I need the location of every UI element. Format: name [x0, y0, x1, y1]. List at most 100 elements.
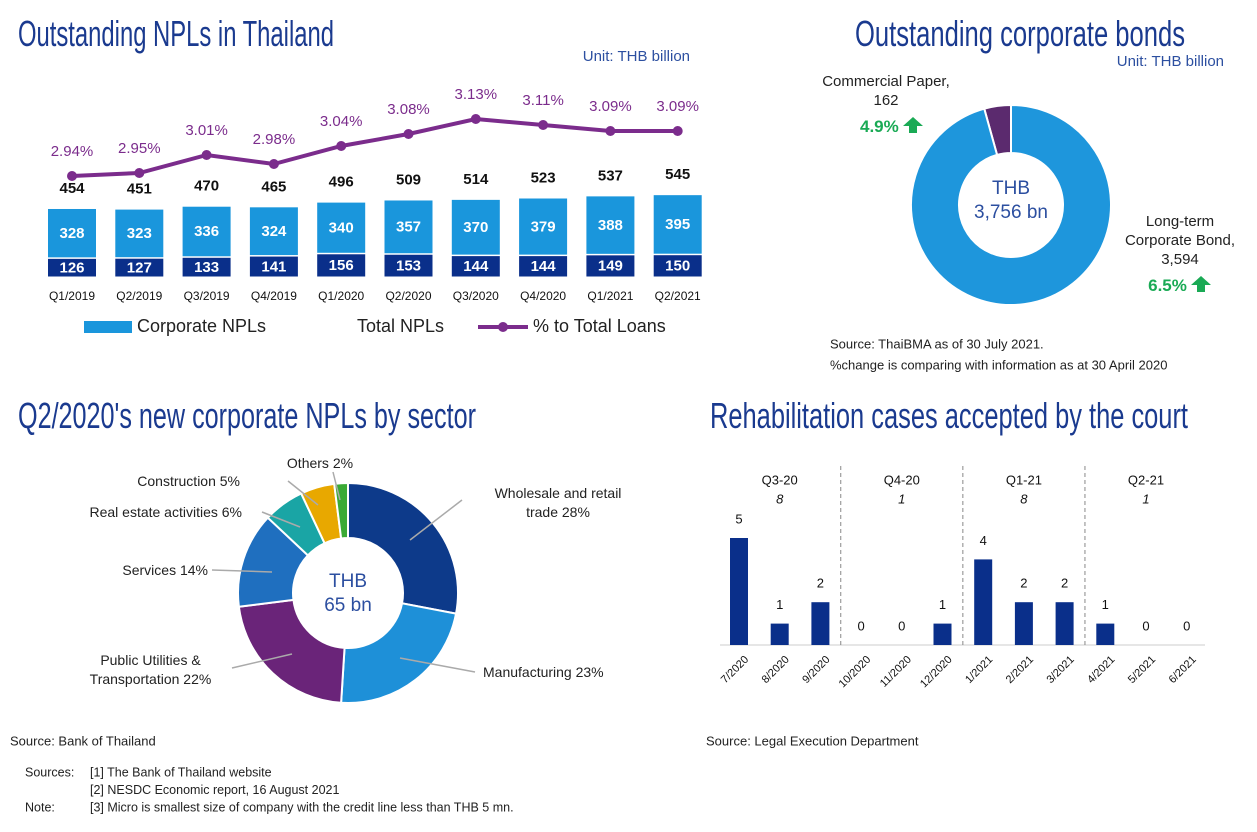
leader-line: [409, 499, 463, 541]
legend-marker: [498, 322, 508, 332]
line-label: 3.04%: [320, 113, 363, 130]
bar-label: 395: [665, 216, 690, 233]
total-label: 514: [463, 171, 489, 188]
slice-category: Public Utilities & Transportation: [89, 652, 201, 687]
slice-label: Long-term Corporate Bond, 3,594 6.5%: [1110, 212, 1250, 295]
x-tick-label: 6/2021: [1167, 654, 1199, 686]
x-tick-label: 7/2020: [719, 654, 751, 686]
x-tick-label: 3/2021: [1044, 654, 1076, 686]
change: 4.9%: [860, 116, 956, 136]
donut-center-label: THB: [992, 178, 1030, 199]
donut-slice: [347, 481, 459, 615]
donut-slice: [237, 598, 346, 704]
slice-value: 28%: [561, 504, 590, 520]
bar: [730, 538, 748, 645]
donut-slice: [340, 602, 458, 704]
bar-segment: [451, 256, 500, 277]
slice-label: Services 14%: [60, 561, 208, 580]
x-tick-label: Q1/2020: [318, 289, 364, 303]
arrow-shape: [1190, 276, 1211, 292]
change-arrow: [902, 117, 923, 133]
bar-label: 2: [1061, 576, 1068, 591]
slice-label: Construction 5%: [60, 472, 240, 491]
slice-category: Commercial Paper,: [822, 73, 950, 90]
bar-segment: [317, 202, 366, 253]
bar-label: 150: [665, 258, 690, 275]
total-label: 537: [598, 167, 623, 184]
group-total: 8: [776, 491, 784, 506]
bar-label: 336: [194, 223, 219, 240]
legend-label: Total NPLs: [357, 316, 444, 336]
line-marker: [672, 126, 683, 136]
change-label: 4.9%: [860, 117, 899, 136]
group-total: 8: [1020, 491, 1028, 506]
slice-value: 6%: [221, 504, 242, 520]
change: 6.5%: [1110, 275, 1250, 295]
note-label: Note:: [25, 800, 55, 814]
line-marker: [336, 141, 347, 151]
bar-label: 379: [531, 218, 556, 235]
line-marker: [605, 126, 616, 136]
x-tick-label: 10/2020: [837, 654, 874, 691]
total-label: 451: [127, 180, 152, 197]
slice-label: Public Utilities & Transportation 22%: [78, 651, 223, 689]
legend-swatch: [84, 321, 132, 333]
bar-label: 1: [776, 597, 783, 612]
x-tick-label: Q2/2021: [655, 289, 701, 303]
group-total: 1: [898, 491, 905, 506]
bar-segment: [182, 206, 231, 257]
bar-segment: [653, 255, 702, 277]
x-tick-label: 8/2020: [760, 654, 792, 686]
bar-segment: [451, 199, 500, 255]
line-label: 2.98%: [253, 131, 296, 148]
slice-value: 23%: [575, 664, 604, 680]
group-total: 1: [1142, 491, 1149, 506]
line: [71, 116, 678, 178]
x-tick-label: 4/2021: [1085, 654, 1117, 686]
source-note: %change is comparing with information as…: [830, 357, 1167, 372]
line-label: 3.13%: [455, 86, 498, 103]
donut-center-label: THB: [329, 571, 367, 592]
bar-label: 0: [1183, 618, 1190, 633]
slice-category: Long-term Corporate Bond,: [1124, 213, 1236, 249]
bar-label: 156: [329, 257, 354, 274]
donut-slice: [333, 481, 349, 540]
slice-value: 5%: [219, 473, 240, 489]
group-label: Q2-21: [1128, 472, 1164, 487]
bar-segment: [48, 208, 96, 258]
x-tick-label: 2/2021: [1004, 654, 1036, 686]
line-label: 3.08%: [387, 101, 430, 118]
bar-label: 144: [463, 258, 489, 275]
x-tick-label: Q3/2020: [453, 289, 499, 303]
bar-label: 144: [531, 258, 557, 275]
slice-category: Wholesale and retail trade: [494, 485, 622, 520]
x-tick-label: 12/2020: [918, 654, 955, 691]
line-marker: [134, 168, 145, 178]
bar-label: 340: [329, 219, 354, 236]
x-tick-label: 5/2021: [1126, 654, 1158, 686]
source-note: Source: Legal Execution Department: [706, 733, 919, 748]
bar-segment: [115, 258, 164, 277]
slice-category: Services: [122, 562, 177, 578]
bar-label: 357: [396, 219, 421, 236]
donut-center-label: 3,756 bn: [974, 202, 1048, 223]
source-note: Source: Bank of Thailand: [10, 733, 156, 748]
slice-category: Others: [286, 455, 329, 471]
slice-category: Real estate activities: [89, 504, 218, 520]
line-marker: [538, 120, 549, 130]
chart-title: Rehabilitation cases accepted by the cou…: [710, 395, 1188, 436]
source-note: Source: ThaiBMA as of 30 July 2021.: [830, 336, 1044, 351]
total-label: 470: [194, 178, 219, 195]
bar-label: 149: [598, 258, 623, 275]
bar-segment: [586, 255, 635, 277]
bar-segment: [249, 207, 298, 256]
x-tick-label: Q4/2019: [251, 289, 297, 303]
group-label: Q4-20: [884, 472, 920, 487]
total-label: 465: [261, 178, 286, 195]
x-tick-label: 11/2020: [878, 654, 914, 690]
chart-title: Outstanding NPLs in Thailand: [18, 13, 334, 54]
group-label: Q3-20: [762, 472, 798, 487]
bar-label: 328: [59, 225, 84, 242]
